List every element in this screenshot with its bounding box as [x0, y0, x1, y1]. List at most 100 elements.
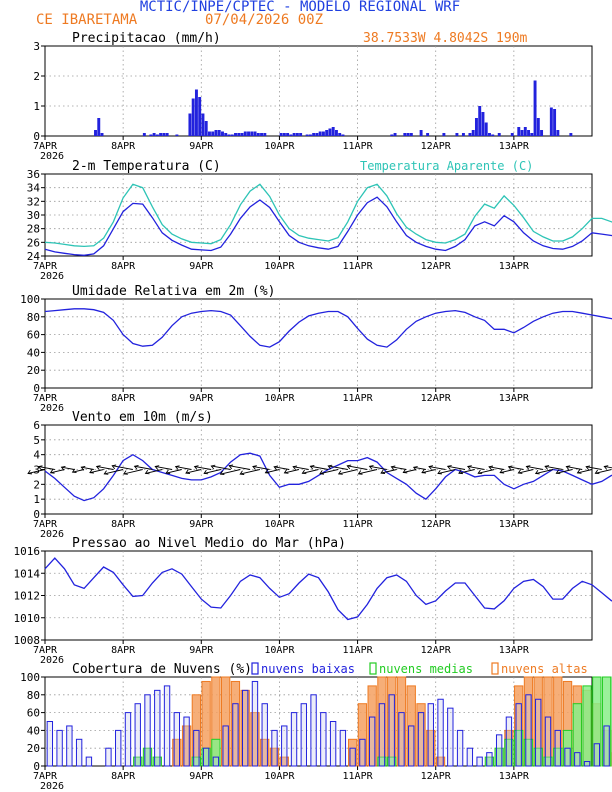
legend-swatch: [491, 662, 499, 675]
precip-bar: [474, 118, 478, 136]
wind-arrow: [586, 466, 602, 470]
x-tick-label: 11APR: [343, 645, 374, 656]
cloud-bar-nuvens-baixas: [525, 694, 532, 767]
panel-title: Cobertura de Nuvens (%): [72, 662, 252, 677]
cloud-bar-nuvens-baixas: [486, 752, 493, 767]
y-tick-label: 60: [27, 329, 40, 342]
y-tick-label: 1016: [14, 545, 41, 558]
cloud-bar-nuvens-baixas: [173, 712, 181, 767]
plot-frame: [44, 676, 593, 767]
wind-arrow: [413, 466, 427, 470]
x-tick-label: 13APR: [499, 141, 530, 152]
wind-arrow: [310, 465, 329, 470]
y-tick-label: 30: [27, 209, 40, 222]
cloud-bar-nuvens-baixas: [115, 729, 122, 767]
precip-bar: [455, 133, 459, 136]
precip-bar: [279, 133, 283, 136]
x-tick-label: 13APR: [499, 261, 530, 272]
wind-arrow: [604, 465, 612, 469]
precip-bar: [553, 109, 557, 136]
wind-arrow-head: [437, 469, 443, 475]
wind-arrow: [240, 469, 260, 475]
y-tick-label: 80: [27, 689, 40, 702]
precip-bar: [217, 130, 221, 136]
x-tick-label: 9APR: [189, 519, 214, 530]
precip-bar: [318, 131, 322, 136]
wind-arrow: [518, 469, 534, 474]
wind-arrow-head: [80, 466, 86, 471]
cloud-bar-nuvens-baixas: [183, 716, 190, 767]
precip-bar: [341, 134, 345, 136]
wind-arrow: [38, 466, 55, 470]
cloud-bar-nuvens-baixas: [583, 761, 591, 767]
wind-arrow-head: [368, 465, 374, 470]
wind-arrow: [380, 469, 397, 474]
x-tick-label: 7APR: [33, 771, 58, 782]
wind-arrow: [478, 469, 495, 474]
y-tick-label: 24: [27, 250, 41, 263]
x-tick-label: 11APR: [343, 771, 374, 782]
wind-arrow-head: [133, 465, 139, 470]
precip-bar: [152, 133, 156, 136]
x-tick-label: 8APR: [111, 393, 136, 404]
cloud-bar-nuvens-baixas: [222, 725, 229, 767]
wind-arrow-head: [412, 466, 418, 471]
cloud-bar-nuvens-baixas: [271, 729, 278, 767]
precip-bar: [299, 133, 303, 136]
precip-bar: [556, 130, 560, 136]
wind-arrow: [252, 466, 270, 470]
x-tick-label: 10APR: [264, 771, 295, 782]
precip-bar: [247, 131, 250, 136]
wind-arrow-head: [283, 469, 289, 474]
wind-arrow-head: [319, 470, 325, 475]
wind-arrow-head: [517, 469, 523, 474]
wind-arrow-head: [103, 470, 109, 475]
x-tick-label: 12APR: [421, 519, 452, 530]
wind-arrow: [437, 469, 456, 474]
wind-arrow-head: [37, 465, 43, 470]
wind-arrow: [458, 469, 475, 474]
precip-bar: [540, 130, 544, 136]
wind-arrow: [526, 466, 544, 470]
wind-arrow-head: [27, 469, 33, 475]
panel-title: 2-m Temperatura (C): [72, 159, 221, 174]
precip-bar: [328, 128, 332, 136]
x-tick-label: 8APR: [111, 261, 136, 272]
cloud-bar-nuvens-baixas: [281, 725, 288, 767]
panel-title: Vento em 10m (m/s): [72, 410, 213, 425]
panel-clouds: 0 20 40 60 80 100 7APR 8APR 9APR 10APR 11APR 12APR 1…: [20, 662, 612, 792]
x-tick-label: 13APR: [499, 771, 530, 782]
wind-arrow: [391, 466, 407, 470]
wind-arrow-head: [154, 465, 160, 470]
wind-arrow-head: [144, 469, 150, 475]
x-tick-label: 8APR: [111, 519, 136, 530]
wind-arrow: [155, 466, 173, 470]
cloud-bar-nuvens-baixas: [476, 756, 483, 767]
precip-bar: [321, 131, 325, 136]
cloud-bar-nuvens-baixas: [564, 747, 571, 767]
x-tick-label: 10APR: [264, 261, 295, 272]
wind-arrow: [81, 466, 94, 470]
wind-arrow: [274, 466, 290, 470]
y-tick-label: 32: [27, 195, 40, 208]
y-tick-label: 1: [33, 100, 40, 113]
precip-bar: [390, 134, 394, 136]
panel-title: Pressao ao Nivel Medio do Mar (hPa): [72, 536, 346, 551]
cloud-bar-nuvens-baixas: [349, 747, 356, 767]
y-tick-label: 20: [27, 742, 40, 755]
y-tick-label: 1008: [14, 634, 41, 647]
series-line: [44, 452, 612, 502]
precip-bar: [211, 131, 215, 136]
wind-arrow: [89, 469, 104, 474]
precip-bar: [289, 134, 293, 136]
wind-arrow: [447, 465, 466, 470]
wind-arrow: [50, 469, 65, 474]
precip-bar: [338, 133, 342, 136]
wind-arrow-head: [346, 464, 352, 470]
wind-arrow: [27, 469, 46, 474]
wind-arrow: [545, 465, 563, 470]
wind-arrow-head: [264, 469, 270, 474]
